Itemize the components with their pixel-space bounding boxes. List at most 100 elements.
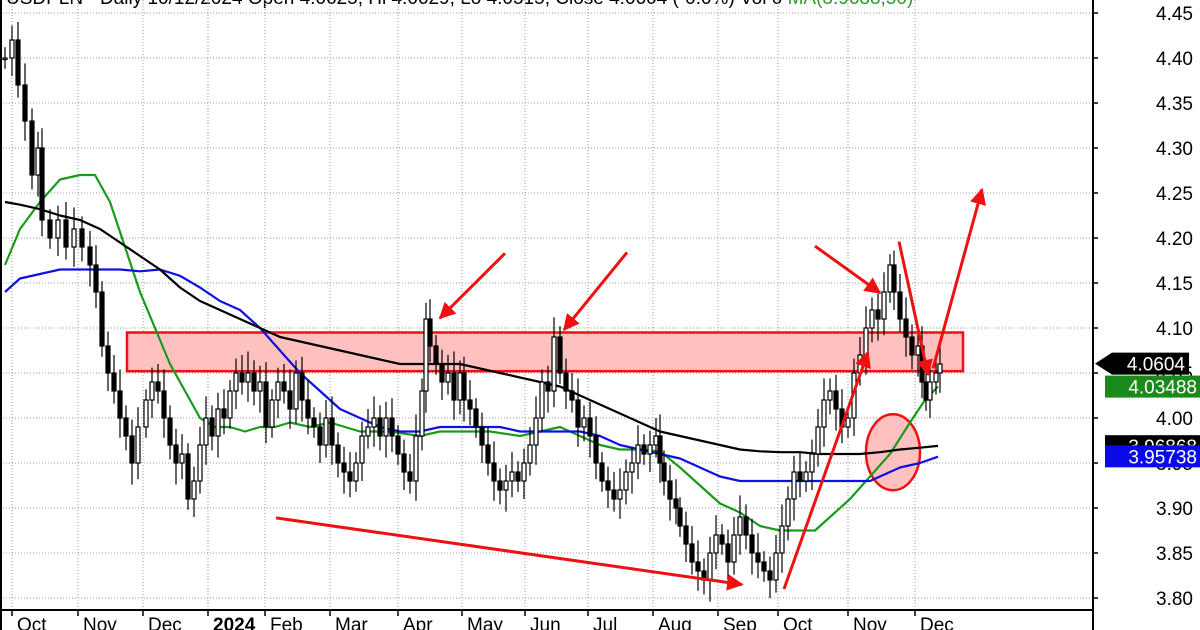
candle-down	[63, 219, 69, 248]
y-tick-label: 4.35	[1156, 94, 1193, 115]
candle-up	[323, 417, 329, 446]
candle-down	[725, 543, 731, 563]
candle-up	[803, 471, 809, 482]
candle-down	[263, 381, 269, 428]
candle-down	[305, 399, 311, 419]
jun-top-arrow	[562, 251, 629, 332]
ma-label: MA(3.9688,50)	[788, 0, 914, 9]
candle-down	[657, 435, 663, 464]
candle-up	[533, 417, 539, 446]
ma-line	[3, 173, 939, 532]
candle-down	[683, 525, 689, 545]
x-tick-label: Nov	[853, 615, 887, 630]
candle-down	[599, 462, 605, 482]
candle-down	[111, 372, 117, 392]
candle-up	[791, 471, 797, 500]
candle-up	[359, 435, 365, 464]
candle-down	[563, 372, 569, 392]
candle-up	[927, 381, 933, 401]
candle-down	[433, 345, 439, 365]
ma-value-label: 3.95738	[1128, 447, 1197, 468]
candle-down	[743, 516, 749, 536]
rally-arrow	[782, 350, 871, 590]
x-tick-label: Apr	[403, 615, 433, 630]
candle-down	[891, 264, 897, 293]
candle-up	[227, 390, 233, 419]
candle-down	[389, 417, 395, 437]
candle-down	[515, 471, 521, 482]
y-tick-label: 4.30	[1156, 139, 1193, 160]
candle-down	[99, 291, 105, 347]
candle-down	[93, 264, 99, 293]
candle-up	[617, 489, 623, 500]
candle-up	[731, 534, 737, 563]
candle-up	[2, 57, 8, 61]
x-tick-label: May	[467, 615, 503, 630]
candle-up	[785, 498, 791, 527]
candle-down	[473, 408, 479, 428]
candle-up	[419, 390, 425, 437]
candle-down	[767, 570, 773, 581]
candle-up	[143, 399, 149, 428]
y-tick-label: 4.45	[1156, 4, 1193, 25]
candle-up	[821, 399, 827, 428]
candle-up	[371, 417, 377, 428]
candle-up	[71, 228, 77, 248]
candle-down	[451, 372, 457, 401]
candle-down	[287, 390, 293, 410]
candle-down	[15, 39, 21, 86]
y-tick-label: 4.15	[1156, 274, 1193, 295]
candle-down	[377, 417, 383, 437]
candle-down	[311, 417, 317, 428]
candle-down	[117, 390, 123, 419]
candle-down	[695, 561, 701, 572]
candle-down	[719, 534, 725, 545]
resistance-zone	[125, 331, 965, 492]
candle-down	[897, 291, 903, 320]
candle-down	[395, 435, 401, 455]
candle-up	[179, 453, 185, 464]
candle-up	[581, 417, 587, 428]
candle-up	[423, 318, 429, 392]
y-tick-label: 3.80	[1156, 589, 1193, 610]
candle-up	[629, 462, 635, 473]
candle-up	[445, 372, 451, 383]
candle-down	[797, 471, 803, 482]
resistance-zone-rect	[125, 331, 965, 373]
candle-down	[833, 390, 839, 410]
candle-up	[353, 462, 359, 482]
y-tick-label: 4.25	[1156, 184, 1193, 205]
y-tick-label: 3.90	[1156, 499, 1193, 520]
candle-down	[329, 417, 335, 446]
candle-up	[245, 372, 251, 383]
candle-up	[203, 417, 209, 446]
candle-down	[439, 363, 445, 383]
candle-down	[557, 336, 563, 374]
candle-down	[755, 552, 761, 563]
candle-down	[209, 417, 215, 437]
candle-down	[673, 498, 679, 509]
candle-down	[22, 84, 28, 122]
candle-up	[869, 309, 875, 329]
candle-down	[123, 417, 129, 437]
candle-down	[545, 381, 551, 392]
candle-down	[251, 372, 257, 392]
candle-up	[937, 363, 943, 374]
candle-down	[909, 336, 915, 356]
candle-down	[641, 444, 647, 455]
candle-up	[383, 417, 389, 437]
candle-up	[863, 327, 869, 356]
y-tick-label: 4.00	[1156, 409, 1193, 430]
candle-down	[689, 543, 695, 563]
candle-up	[809, 453, 815, 473]
candle-up	[539, 381, 545, 419]
ma-value-label: 4.03488	[1128, 378, 1197, 399]
candle-up	[215, 408, 221, 437]
candle-down	[173, 444, 179, 464]
annotations	[275, 187, 987, 591]
candle-down	[575, 399, 581, 428]
candle-down	[497, 480, 503, 491]
candle-up	[521, 462, 527, 482]
x-tick-label: Dec	[148, 615, 182, 630]
